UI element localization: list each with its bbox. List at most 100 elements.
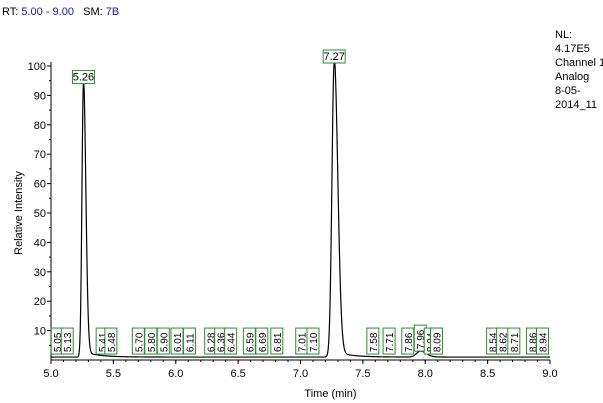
y-tick-label: 90 — [34, 90, 46, 102]
y-tick-label: 40 — [34, 237, 46, 249]
peak-label-text: 5.26 — [73, 72, 94, 84]
x-tick-label: 6.0 — [168, 368, 183, 380]
peak-label-text: 8.94 — [539, 332, 550, 352]
peak-label-box — [156, 327, 170, 355]
x-tick-label: 7.0 — [293, 368, 308, 380]
peak-label-minor: 5.48 — [104, 327, 118, 355]
peak-label-text: 6.01 — [173, 332, 184, 352]
peak-label-minor: 5.90 — [156, 327, 170, 355]
peak-label-text: 6.11 — [185, 333, 196, 352]
y-tick-label: 10 — [34, 326, 46, 338]
normalization-info: NL: 4.17E5 Channel 1 Analog 8-05- 2014_1… — [555, 28, 603, 112]
info-line: Channel 1 — [555, 57, 603, 69]
peak-label-text: 8.86 — [529, 332, 540, 352]
peak-label-text: 7.10 — [309, 332, 320, 352]
peak-label-minor: 6.59 — [242, 327, 256, 355]
info-line: Analog — [555, 71, 590, 83]
x-axis-label: Time (min) — [304, 388, 356, 400]
peak-label-box — [270, 327, 284, 355]
peak-label-text: 8.09 — [432, 332, 443, 352]
peak-label-minor: 6.44 — [224, 327, 238, 355]
chromatogram-trace — [51, 57, 550, 358]
y-tick-label: 80 — [34, 120, 46, 132]
sm-label: SM: — [83, 6, 103, 18]
peak-label-text: 5.05 — [53, 332, 64, 352]
x-tick-label: 8.0 — [418, 368, 433, 380]
peak-label-box — [382, 327, 396, 355]
peak-label-major: 7.27 — [322, 49, 346, 64]
peak-label-text: 5.48 — [107, 332, 118, 352]
peak-label-box — [429, 327, 443, 355]
info-line: 4.17E5 — [555, 43, 590, 55]
peak-label-box — [366, 327, 380, 355]
peak-labels: 5.055.13 5.26 5.415.48 5.70 5.80 5.90 6.01 6.11… — [50, 49, 550, 355]
x-tick-label: 8.5 — [480, 368, 495, 380]
y-axis-label: Relative Intensity — [13, 171, 25, 255]
y-tick-label: 50 — [34, 208, 46, 220]
peak-label-minor: 7.86 — [401, 327, 415, 355]
x-tick-label: 7.5 — [355, 368, 370, 380]
y-tick-label: 70 — [34, 149, 46, 161]
y-tick-label: 60 — [34, 179, 46, 191]
peak-label-major: 5.26 — [71, 70, 95, 85]
peak-label-text: 6.81 — [273, 332, 284, 352]
y-tick-label: 20 — [34, 296, 46, 308]
peak-label-text: 7.27 — [323, 51, 344, 63]
peak-label-text: 5.13 — [63, 332, 74, 352]
info-line: 8-05- — [555, 85, 581, 97]
peak-label-text: 6.69 — [258, 332, 269, 352]
peak-label-text: 8.71 — [510, 332, 521, 352]
y-tick-label: 30 — [34, 267, 46, 279]
rt-value: 5.00 - 9.00 — [21, 6, 74, 18]
trace-layer — [51, 57, 550, 358]
peak-label-box — [306, 327, 320, 355]
peak-label-minor: 8.71 — [507, 327, 521, 355]
x-tick-label: 6.5 — [230, 368, 245, 380]
peak-label-text: 5.90 — [159, 332, 170, 352]
rt-label: RT: — [2, 6, 19, 18]
peak-label-box — [322, 49, 346, 64]
peak-label-box — [60, 327, 74, 355]
peak-label-text: 6.28 — [207, 332, 218, 352]
peak-label-box — [536, 327, 550, 355]
x-tick-label: 5.5 — [106, 368, 121, 380]
peak-label-minor: 5.70 — [131, 327, 145, 355]
peak-label-text: 5.70 — [134, 332, 145, 352]
peak-label-text: 8.62 — [499, 332, 510, 352]
y-tick-label: 100 — [28, 61, 46, 73]
peak-label-minor: 5.13 — [60, 327, 74, 355]
info-line: 2014_11 — [555, 99, 598, 111]
scan-header: RT: 5.00 - 9.00 SM: 7B — [2, 6, 119, 18]
peak-label-minor: 7.71 — [382, 327, 396, 355]
peak-label-text: 7.58 — [369, 332, 380, 352]
peak-label-box — [104, 327, 118, 355]
peak-label-text: 7.01 — [298, 332, 309, 352]
peak-label-minor: 7.10 — [306, 327, 320, 355]
peak-label-box — [224, 327, 238, 355]
peak-label-text: 6.59 — [245, 332, 256, 352]
peak-label-text: 8.54 — [489, 332, 500, 352]
peak-label-text: 7.96 — [416, 329, 427, 349]
peak-label-minor: 6.01 — [170, 327, 184, 355]
peak-label-box — [182, 327, 196, 355]
info-line: NL: — [555, 29, 573, 41]
peak-label-minor: 8.94 — [536, 327, 550, 355]
x-tick-label: 5.0 — [43, 368, 58, 380]
peak-label-minor: 6.11 — [182, 327, 196, 355]
axes: 5.0 5.5 6.0 6.5 7.0 7.5 8.0 8.5 9.0 10 20 30 40 50 60 7… — [13, 61, 558, 400]
peak-label-text: 7.71 — [385, 332, 396, 352]
sm-value: 7B — [105, 6, 120, 18]
peak-label-minor: 8.09 — [429, 327, 443, 355]
peak-label-text: 6.44 — [227, 332, 238, 352]
peak-label-text: 5.41 — [98, 332, 109, 352]
peak-label-minor: 6.81 — [270, 327, 284, 355]
peak-label-minor: 5.80 — [144, 327, 158, 355]
peak-label-text: 6.36 — [217, 332, 228, 352]
peak-label-text: 5.80 — [147, 332, 158, 352]
peak-label-box — [71, 70, 95, 85]
peak-label-minor: 6.69 — [255, 327, 269, 355]
peak-label-text: 7.86 — [404, 332, 415, 352]
peak-label-box — [507, 327, 521, 355]
x-tick-label: 9.0 — [542, 368, 557, 380]
